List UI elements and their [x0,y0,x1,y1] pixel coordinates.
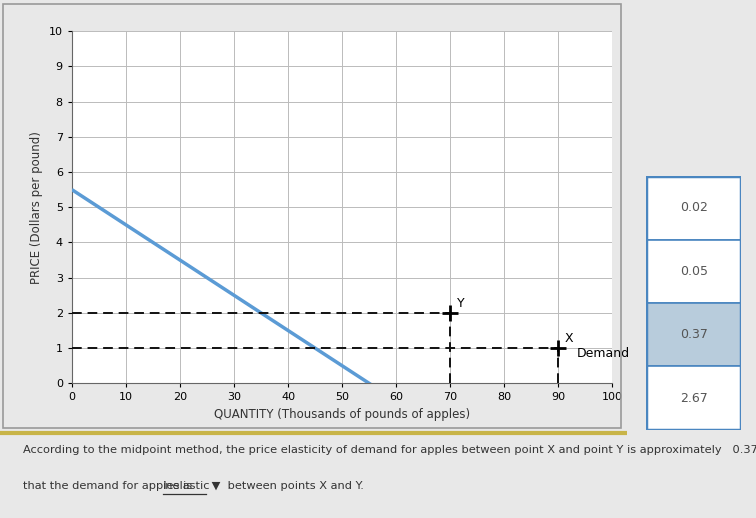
Text: 0.05: 0.05 [680,265,708,278]
Bar [646,239,741,303]
Text: Demand: Demand [578,347,631,360]
Text: inelastic: inelastic [163,481,210,491]
Text: 0.02: 0.02 [680,202,708,214]
Text: ▼  between points X and Y.: ▼ between points X and Y. [208,481,364,491]
X-axis label: QUANTITY (Thousands of pounds of apples): QUANTITY (Thousands of pounds of apples) [214,408,470,421]
Bar [646,303,741,367]
Bar [646,176,741,239]
Text: 0.37: 0.37 [680,328,708,341]
Text: According to the midpoint method, the price elasticity of demand for apples betw: According to the midpoint method, the pr… [23,445,756,455]
Text: X: X [565,332,573,345]
Bar [646,367,741,430]
Text: 2.67: 2.67 [680,392,708,405]
Y-axis label: PRICE (Dollars per pound): PRICE (Dollars per pound) [30,131,43,284]
Text: that the demand for apples is: that the demand for apples is [23,481,199,491]
Text: Y: Y [457,296,464,310]
